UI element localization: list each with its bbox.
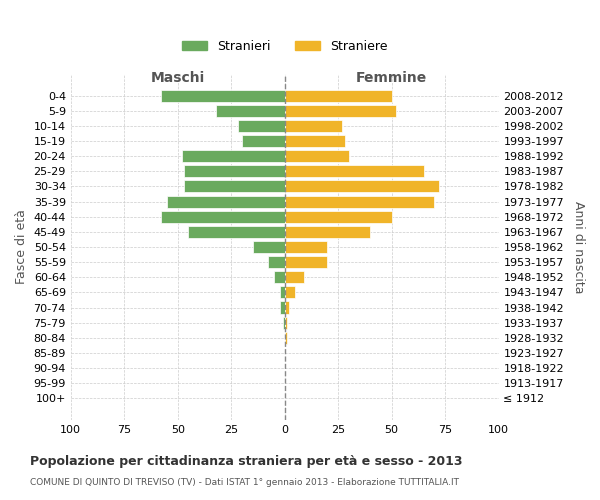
Bar: [280, 286, 284, 298]
Bar: [280, 302, 284, 314]
Bar: [284, 210, 392, 222]
Bar: [242, 135, 284, 147]
Bar: [216, 104, 284, 117]
Bar: [161, 210, 284, 222]
Bar: [284, 135, 344, 147]
Bar: [283, 316, 284, 328]
Y-axis label: Fasce di età: Fasce di età: [15, 210, 28, 284]
Bar: [274, 271, 284, 283]
Bar: [161, 90, 284, 102]
Bar: [184, 180, 284, 192]
Bar: [238, 120, 284, 132]
Bar: [284, 150, 349, 162]
Bar: [253, 241, 284, 253]
Bar: [284, 104, 396, 117]
Bar: [284, 286, 295, 298]
Bar: [284, 90, 392, 102]
Bar: [284, 180, 439, 192]
Bar: [284, 196, 434, 207]
Text: Maschi: Maschi: [151, 71, 205, 85]
Bar: [284, 120, 343, 132]
Bar: [284, 271, 304, 283]
Bar: [284, 256, 328, 268]
Bar: [284, 241, 328, 253]
Bar: [167, 196, 284, 207]
Bar: [268, 256, 284, 268]
Y-axis label: Anni di nascita: Anni di nascita: [572, 200, 585, 293]
Text: Popolazione per cittadinanza straniera per età e sesso - 2013: Popolazione per cittadinanza straniera p…: [30, 455, 463, 468]
Bar: [284, 165, 424, 177]
Text: COMUNE DI QUINTO DI TREVISO (TV) - Dati ISTAT 1° gennaio 2013 - Elaborazione TUT: COMUNE DI QUINTO DI TREVISO (TV) - Dati …: [30, 478, 459, 487]
Bar: [284, 302, 289, 314]
Legend: Stranieri, Straniere: Stranieri, Straniere: [176, 35, 392, 58]
Bar: [284, 316, 287, 328]
Bar: [182, 150, 284, 162]
Bar: [284, 332, 287, 344]
Bar: [188, 226, 284, 238]
Bar: [184, 165, 284, 177]
Bar: [284, 226, 370, 238]
Text: Femmine: Femmine: [356, 71, 427, 85]
